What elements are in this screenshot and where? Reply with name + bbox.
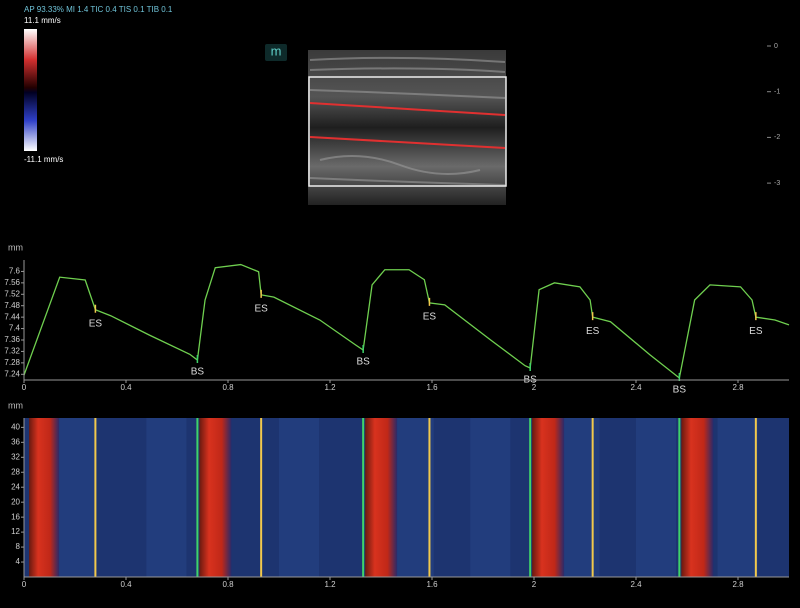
annotation-label: ES xyxy=(89,318,103,329)
color-bar xyxy=(24,29,37,151)
y-tick-label: 7.4 xyxy=(9,324,21,333)
x-tick-label: 2.8 xyxy=(732,580,744,589)
status-line: AP 93.33% MI 1.4 TIC 0.4 TIS 0.1 TIB 0.1 xyxy=(24,5,173,14)
systolic-band xyxy=(532,418,565,577)
tissue-texture xyxy=(309,56,506,186)
x-tick-label: 0 xyxy=(22,383,27,392)
m-mode-background xyxy=(24,418,789,577)
y-axis-label: mm xyxy=(8,400,23,410)
y-tick-label: 36 xyxy=(11,437,20,446)
x-tick-label: 2.4 xyxy=(630,580,642,589)
y-tick-label: 7.24 xyxy=(4,369,20,378)
y-tick-label: 7.52 xyxy=(4,289,20,298)
texture-column xyxy=(393,418,434,577)
scale-min: -11.1 mm/s xyxy=(24,155,63,164)
x-tick-label: 0.4 xyxy=(120,580,132,589)
systolic-band xyxy=(681,418,714,577)
wall-trace xyxy=(309,136,506,149)
y-tick-label: 4 xyxy=(16,557,21,566)
x-tick-label: 1.6 xyxy=(426,383,438,392)
y-tick-label: 28 xyxy=(11,467,20,476)
annotation-label: ES xyxy=(586,326,600,337)
mode-icon: m xyxy=(271,43,282,58)
y-tick-label: 32 xyxy=(11,452,20,461)
diameter-curve xyxy=(23,263,790,380)
depth-label: -1 xyxy=(774,89,780,96)
mode-icon-box xyxy=(265,44,287,61)
texture-column xyxy=(636,418,676,577)
x-tick-label: 0.8 xyxy=(222,580,234,589)
texture-column xyxy=(279,418,319,577)
texture-column xyxy=(146,418,187,577)
annotation-label: BS xyxy=(191,367,205,378)
b-mode-image xyxy=(308,50,507,205)
texture-column xyxy=(54,418,95,577)
x-tick-label: 2 xyxy=(532,383,537,392)
depth-label: 0 xyxy=(774,43,778,50)
systolic-band xyxy=(29,418,60,577)
roi-box xyxy=(308,76,507,187)
texture-column xyxy=(470,418,511,577)
x-tick-label: 0 xyxy=(22,580,27,589)
y-tick-label: 7.32 xyxy=(4,347,20,356)
y-tick-label: 7.56 xyxy=(4,278,20,287)
y-tick-label: 24 xyxy=(11,482,20,491)
y-tick-label: 7.6 xyxy=(9,267,21,276)
y-tick-label: 12 xyxy=(11,527,20,536)
x-tick-label: 0.4 xyxy=(120,383,132,392)
x-tick-label: 2 xyxy=(532,580,537,589)
annotation-label: BS xyxy=(356,357,370,368)
y-tick-label: 8 xyxy=(16,542,21,551)
y-tick-label: 7.44 xyxy=(4,312,20,321)
depth-label: -2 xyxy=(774,134,780,141)
systolic-band xyxy=(199,418,232,577)
y-axis-label: mm xyxy=(8,242,23,252)
x-tick-label: 1.6 xyxy=(426,580,438,589)
x-tick-label: 2.4 xyxy=(630,383,642,392)
texture-column xyxy=(717,418,758,577)
y-tick-label: 20 xyxy=(11,497,20,506)
annotation-label: ES xyxy=(749,326,763,337)
x-tick-label: 0.8 xyxy=(222,383,234,392)
y-tick-label: 7.36 xyxy=(4,335,20,344)
x-tick-label: 2.8 xyxy=(732,383,744,392)
systolic-band xyxy=(365,418,398,577)
scale-max: 11.1 mm/s xyxy=(24,16,61,25)
depth-label: -3 xyxy=(774,180,780,187)
y-tick-label: 16 xyxy=(11,512,20,521)
wall-trace xyxy=(309,102,506,116)
annotation-label: BS xyxy=(673,385,687,396)
y-tick-label: 7.28 xyxy=(4,358,20,367)
x-tick-label: 1.2 xyxy=(324,383,336,392)
y-tick-label: 40 xyxy=(11,422,20,431)
y-tick-label: 7.48 xyxy=(4,301,20,310)
annotation-label: ES xyxy=(254,303,268,314)
annotation-label: ES xyxy=(423,311,437,322)
x-tick-label: 1.2 xyxy=(324,580,336,589)
